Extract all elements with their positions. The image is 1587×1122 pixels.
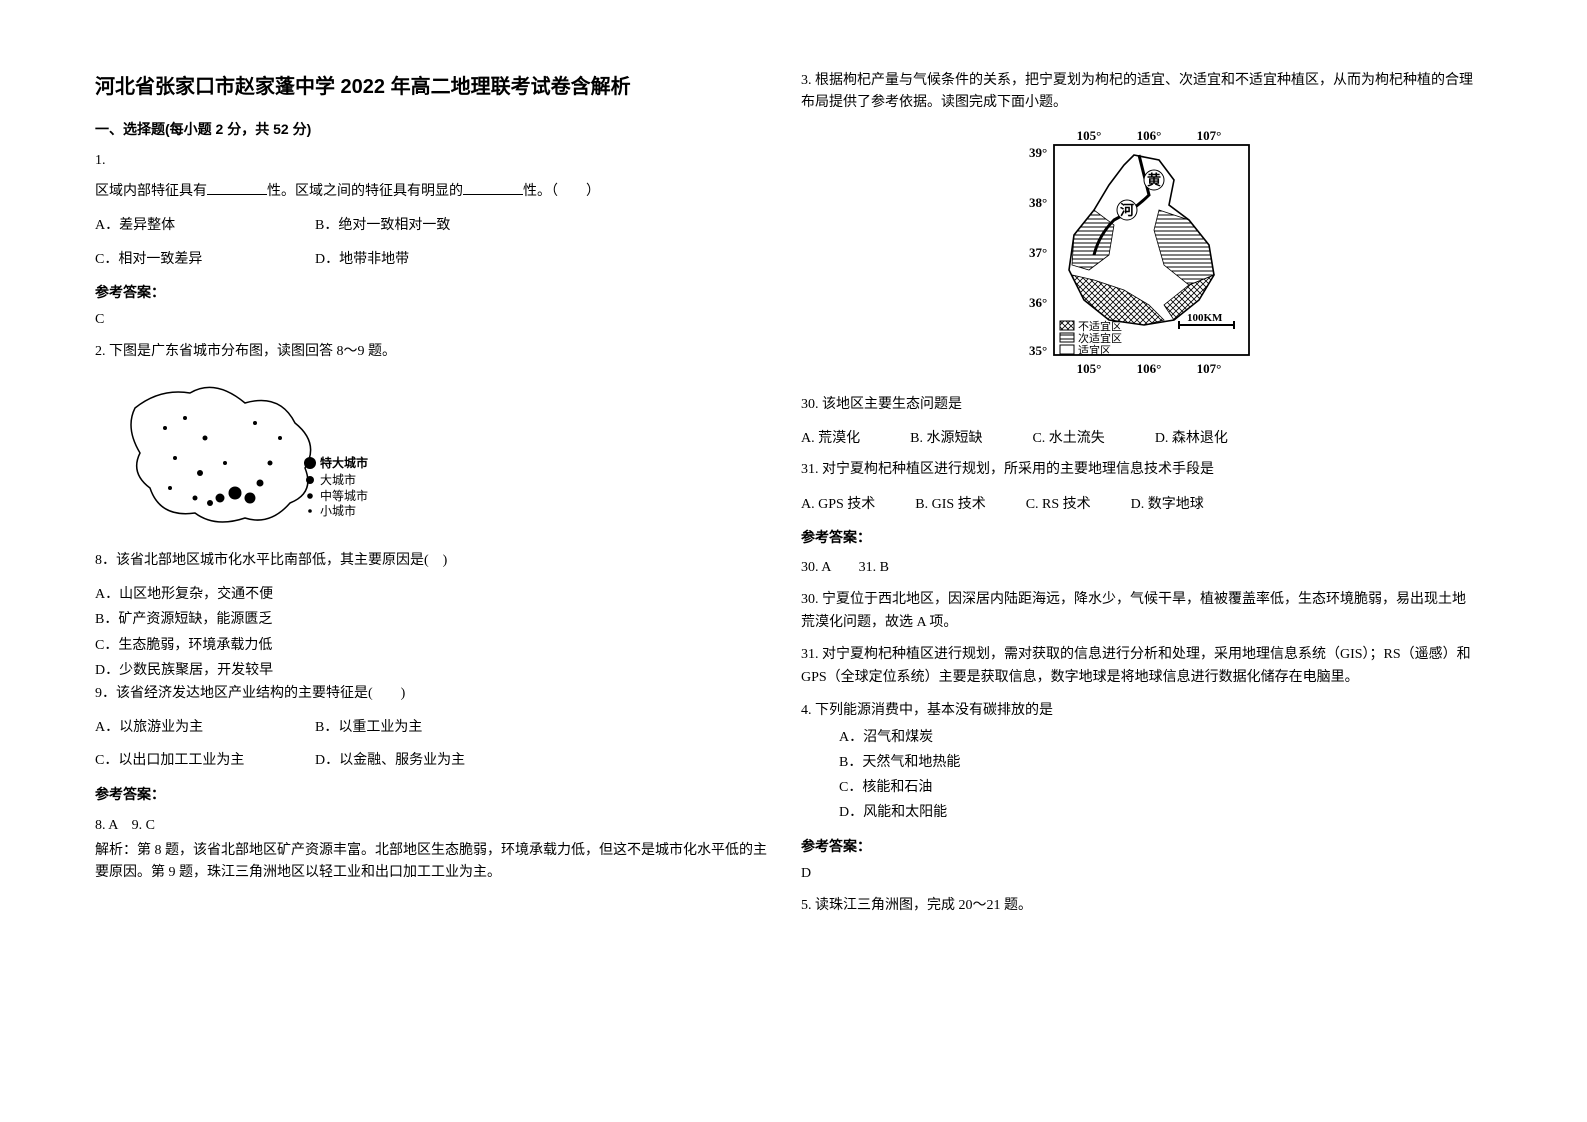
q1-opt-a: A．差异整体 <box>95 213 275 238</box>
q30-opt-d: D. 森林退化 <box>1155 426 1228 451</box>
q1-opt-d: D．地带非地带 <box>315 247 409 272</box>
legend-l2: 大城市 <box>320 472 356 487</box>
he-label: 河 <box>1120 202 1134 219</box>
q4-opt-b: B．天然气和地热能 <box>801 750 1477 775</box>
q1-blank-2 <box>463 181 523 195</box>
section-1-header: 一、选择题(每小题 2 分，共 52 分) <box>95 119 771 139</box>
q9-opt-b: B．以重工业为主 <box>315 715 422 740</box>
q31-stem: 31. 对宁夏枸杞种植区进行规划，所采用的主要地理信息技术手段是 <box>801 459 1477 481</box>
lon-105-top: 105° <box>1077 128 1102 143</box>
huang-label: 黄 <box>1147 172 1161 189</box>
q8-opt-c: C．生态脆弱，环境承载力低 <box>95 633 771 658</box>
q31-opt-c: C. RS 技术 <box>1026 492 1091 517</box>
q5-stem: 读珠江三角洲图，完成 20～21 题。 <box>815 898 1032 913</box>
legend-subsuitable: 次适宜区 <box>1078 331 1122 345</box>
q4-answer: D <box>801 866 1477 882</box>
q2-explanation: 解析：第 8 题，该省北部地区矿产资源丰富。北部地区生态脆弱，环境承载力低，但这… <box>95 840 771 885</box>
q8-opt-b: B．矿产资源短缺，能源匮乏 <box>95 607 771 632</box>
lon-107-top: 107° <box>1197 128 1222 143</box>
q30-stem: 30. 该地区主要生态问题是 <box>801 394 1477 416</box>
left-column: 河北省张家口市赵家蓬中学 2022 年高二地理联考试卷含解析 一、选择题(每小题… <box>95 70 801 1082</box>
q5-number: 5. <box>801 898 812 913</box>
right-column: 3. 根据枸杞产量与气候条件的关系，把宁夏划为枸杞的适宜、次适宜和不适宜种植区，… <box>801 70 1507 1082</box>
q3-expl30: 30. 宁夏位于西北地区，因深居内陆距海远，降水少，气候干旱，植被覆盖率低，生态… <box>801 589 1477 634</box>
q9-opt-a: A．以旅游业为主 <box>95 715 275 740</box>
lat-35: 35° <box>1029 343 1047 358</box>
legend-l1: 特大城市 <box>320 455 368 470</box>
guangdong-map: 特大城市 大城市 中等城市 小城市 <box>115 368 375 538</box>
q4-stem-line: 4. 下列能源消费中，基本没有碳排放的是 <box>801 699 1477 719</box>
q1-answer-label: 参考答案： <box>95 282 771 302</box>
lon-105-bot: 105° <box>1077 361 1102 376</box>
q31-opt-a: A. GPS 技术 <box>801 492 875 517</box>
q5-line: 5. 读珠江三角洲图，完成 20～21 题。 <box>801 894 1477 914</box>
q1-opt-c: C．相对一致差异 <box>95 247 275 272</box>
q31-opt-d: D. 数字地球 <box>1131 492 1204 517</box>
lon-106-top: 106° <box>1137 128 1162 143</box>
q31-opt-b: B. GIS 技术 <box>915 492 985 517</box>
q3-expl31: 31. 对宁夏枸杞种植区进行规划，需对获取的信息进行分析和处理，采用地理信息系统… <box>801 644 1477 689</box>
q30-opts: A. 荒漠化 B. 水源短缺 C. 水土流失 D. 森林退化 <box>801 426 1477 451</box>
q2-number: 2. <box>95 344 106 359</box>
q9-opt-d: D．以金融、服务业为主 <box>315 748 465 773</box>
q1-number: 1. <box>95 153 771 169</box>
q2-intro-line: 2. 下图是广东省城市分布图，读图回答 8～9 题。 <box>95 340 771 360</box>
lon-107-bot: 107° <box>1197 361 1222 376</box>
legend-l4: 小城市 <box>320 503 356 518</box>
q9-row2: C．以出口加工工业为主 D．以金融、服务业为主 <box>95 748 771 773</box>
q9-row1: A．以旅游业为主 B．以重工业为主 <box>95 715 771 740</box>
q2-answer: 8. A 9. C <box>95 814 771 834</box>
q30-opt-b: B. 水源短缺 <box>910 426 982 451</box>
lon-106-bot: 106° <box>1137 361 1162 376</box>
q4-opt-c: C．核能和石油 <box>801 775 1477 800</box>
legend-l3: 中等城市 <box>320 488 368 503</box>
q3-intro: 根据枸杞产量与气候条件的关系，把宁夏划为枸杞的适宜、次适宜和不适宜种植区，从而为… <box>801 73 1473 110</box>
q1-options-row2: C．相对一致差异 D．地带非地带 <box>95 247 771 272</box>
lat-36: 36° <box>1029 295 1047 310</box>
legend-suitable: 适宜区 <box>1078 343 1111 357</box>
q4-opt-a: A．沼气和煤炭 <box>801 725 1477 750</box>
q4-opt-d: D．风能和太阳能 <box>801 800 1477 825</box>
page-title: 河北省张家口市赵家蓬中学 2022 年高二地理联考试卷含解析 <box>95 70 771 99</box>
q3-answer: 30. A 31. B <box>801 557 1477 579</box>
legend-unsuitable: 不适宜区 <box>1078 319 1122 333</box>
q4-answer-label: 参考答案： <box>801 836 1477 856</box>
scale-label: 100KM <box>1187 312 1223 324</box>
q30-opt-c: C. 水土流失 <box>1032 426 1104 451</box>
q9-stem: 9．该省经济发达地区产业结构的主要特征是( ) <box>95 683 771 705</box>
q1-blank-1 <box>207 181 267 195</box>
lat-38: 38° <box>1029 195 1047 210</box>
q8-opt-a: A．山区地形复杂，交通不便 <box>95 582 771 607</box>
q9-opt-c: C．以出口加工工业为主 <box>95 748 275 773</box>
q1-answer: C <box>95 312 771 328</box>
q1-stem: 区域内部特征具有 性。区域之间的特征具有明显的 性。（ ） <box>95 181 771 203</box>
q2-answer-label: 参考答案： <box>95 784 771 804</box>
q8-stem: 8．该省北部地区城市化水平比南部低，其主要原因是( ) <box>95 550 771 572</box>
q8-opt-d: D．少数民族聚居，开发较早 <box>95 658 771 683</box>
q1-opt-b: B．绝对一致相对一致 <box>315 213 450 238</box>
ningxia-map: 105° 106° 107° 39° 38° 37° 36° 35° 黄 <box>1014 125 1264 380</box>
q1-text-c: 性。（ ） <box>523 184 600 199</box>
q3-answer-label: 参考答案： <box>801 527 1477 547</box>
q2-intro: 下图是广东省城市分布图，读图回答 8～9 题。 <box>109 344 396 359</box>
q1-text-b: 性。区域之间的特征具有明显的 <box>267 184 463 199</box>
q4-stem: 下列能源消费中，基本没有碳排放的是 <box>815 703 1053 718</box>
q31-opts: A. GPS 技术 B. GIS 技术 C. RS 技术 D. 数字地球 <box>801 492 1477 517</box>
lat-37: 37° <box>1029 245 1047 260</box>
lat-39: 39° <box>1029 145 1047 160</box>
q4-number: 4. <box>801 703 812 718</box>
q1-options-row1: A．差异整体 B．绝对一致相对一致 <box>95 213 771 238</box>
q30-opt-a: A. 荒漠化 <box>801 426 860 451</box>
q1-text-a: 区域内部特征具有 <box>95 184 207 199</box>
q3-intro-line: 3. 根据枸杞产量与气候条件的关系，把宁夏划为枸杞的适宜、次适宜和不适宜种植区，… <box>801 70 1477 115</box>
q3-number: 3. <box>801 73 812 88</box>
